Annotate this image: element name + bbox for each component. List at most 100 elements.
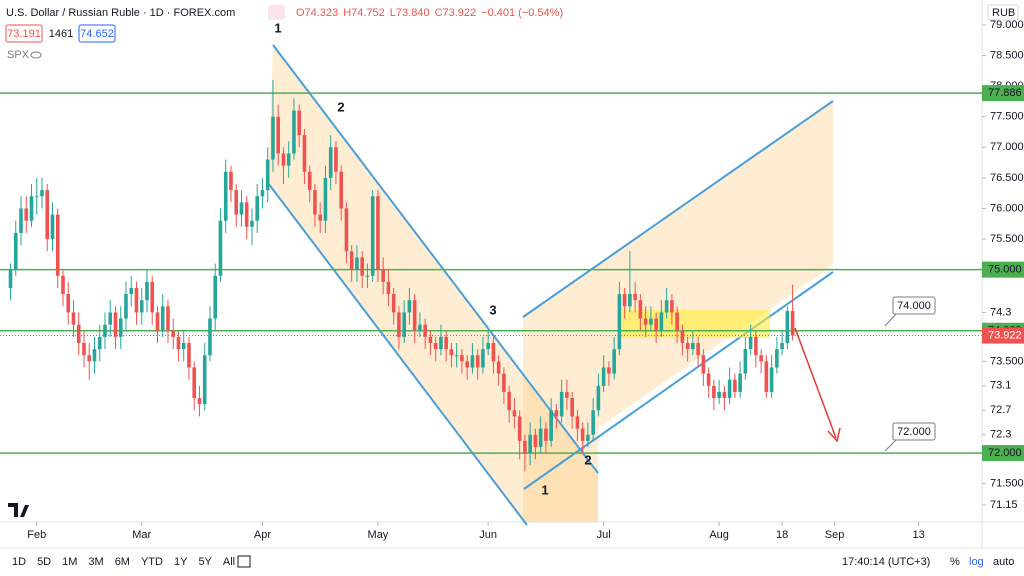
y-tick-label: 73.500 xyxy=(990,355,1024,367)
candle-body xyxy=(197,398,202,405)
range-button[interactable]: 6M xyxy=(115,556,130,568)
eye-icon[interactable] xyxy=(30,51,42,59)
candle-body xyxy=(397,312,401,337)
candle-body xyxy=(491,343,496,362)
candle-body xyxy=(223,171,228,221)
candle-body xyxy=(328,147,333,178)
candle-body xyxy=(481,349,485,368)
price-box xyxy=(982,445,1024,462)
candle-body xyxy=(612,349,616,374)
candle-body xyxy=(391,294,396,313)
candle-body xyxy=(407,300,412,313)
candle-body xyxy=(45,190,50,240)
candle-body xyxy=(355,257,359,270)
percent-toggle[interactable]: % xyxy=(950,556,960,568)
log-toggle[interactable]: log xyxy=(969,556,984,568)
candle-body xyxy=(496,361,501,374)
spread: 1461 xyxy=(49,28,73,40)
candle-body xyxy=(239,202,244,215)
indicator: SPX xyxy=(7,49,30,61)
candle-body xyxy=(759,355,763,362)
candle-body xyxy=(475,355,480,368)
candle-body xyxy=(622,294,627,307)
candle-body xyxy=(544,428,548,441)
candle-body xyxy=(628,294,632,307)
candle-body xyxy=(376,196,380,270)
candle-body xyxy=(654,318,658,331)
icon-button[interactable] xyxy=(268,5,285,20)
candle-body xyxy=(748,336,753,350)
symbol-title: U.S. Dollar / Russian Ruble · 1D · FOREX… xyxy=(6,7,235,19)
y-tick-label: 71.15 xyxy=(990,499,1018,511)
candle-body xyxy=(250,220,254,227)
candle-body xyxy=(428,336,433,344)
candle-body xyxy=(145,281,149,301)
range-button[interactable]: YTD xyxy=(141,556,163,568)
candle-body xyxy=(113,312,118,337)
currency-box[interactable] xyxy=(987,4,1019,21)
ohlc-value: H74.752 xyxy=(343,7,385,19)
range-button[interactable]: 1Y xyxy=(174,556,188,568)
candle-body xyxy=(559,391,564,417)
candle-body xyxy=(155,312,160,331)
candle-body xyxy=(87,355,92,362)
candle-body xyxy=(449,349,454,356)
candle-body xyxy=(664,300,669,313)
trend-line xyxy=(267,182,528,526)
candle-body xyxy=(286,153,291,166)
candle-body xyxy=(82,343,86,356)
candle-body xyxy=(271,116,275,160)
candle-body xyxy=(108,312,113,325)
candle-body xyxy=(76,324,81,344)
candle-body xyxy=(276,116,281,154)
arrow-head xyxy=(827,427,841,443)
x-tick-label: 18 xyxy=(776,529,788,541)
range-button[interactable]: 5D xyxy=(37,556,51,568)
candle-body xyxy=(129,287,134,295)
candle-body xyxy=(360,257,364,276)
auto-toggle[interactable]: auto xyxy=(993,556,1014,568)
range-button[interactable]: 1D xyxy=(12,556,26,568)
price-box xyxy=(982,327,1024,344)
candle-body xyxy=(502,373,506,392)
price-box-label: 72.000 xyxy=(988,447,1022,459)
range-button[interactable]: 3M xyxy=(88,556,103,568)
candle-body xyxy=(187,343,191,368)
candle-body xyxy=(633,294,637,301)
candle-body xyxy=(323,177,328,221)
candle-body xyxy=(297,110,301,136)
range-button[interactable]: 1M xyxy=(62,556,77,568)
candle-body xyxy=(570,398,574,417)
y-tick-label: 71.500 xyxy=(990,478,1024,490)
candle-body xyxy=(381,269,385,282)
ask-box[interactable] xyxy=(78,24,116,43)
range-button[interactable]: All xyxy=(223,556,235,568)
candle-body xyxy=(192,367,197,399)
ohlc-value: O74.323 xyxy=(296,7,338,19)
trend-line xyxy=(522,100,834,318)
y-tick-label: 77.000 xyxy=(990,141,1024,153)
wave-label: 2 xyxy=(584,452,591,467)
candle-body xyxy=(344,208,349,252)
candle-body xyxy=(701,355,706,374)
candle-body xyxy=(34,196,39,198)
candle-body xyxy=(538,428,543,447)
candle-body xyxy=(71,312,76,325)
price-box-label: 77.886 xyxy=(988,87,1022,99)
channel-fill xyxy=(268,45,598,522)
ohlc-value: L73.840 xyxy=(390,7,430,19)
candle-body xyxy=(29,196,34,221)
candle-body xyxy=(607,367,611,374)
candle-body xyxy=(55,214,60,276)
candle-body xyxy=(722,391,727,399)
candle-body xyxy=(712,385,716,399)
candle-body xyxy=(738,373,742,392)
logo xyxy=(8,503,29,517)
bid-box[interactable] xyxy=(5,24,43,43)
candle-body xyxy=(465,361,469,368)
candle-body xyxy=(202,355,207,405)
compare-icon[interactable] xyxy=(237,555,251,568)
candle-body xyxy=(754,336,758,356)
candle-body xyxy=(775,349,779,368)
range-button[interactable]: 5Y xyxy=(198,556,212,568)
